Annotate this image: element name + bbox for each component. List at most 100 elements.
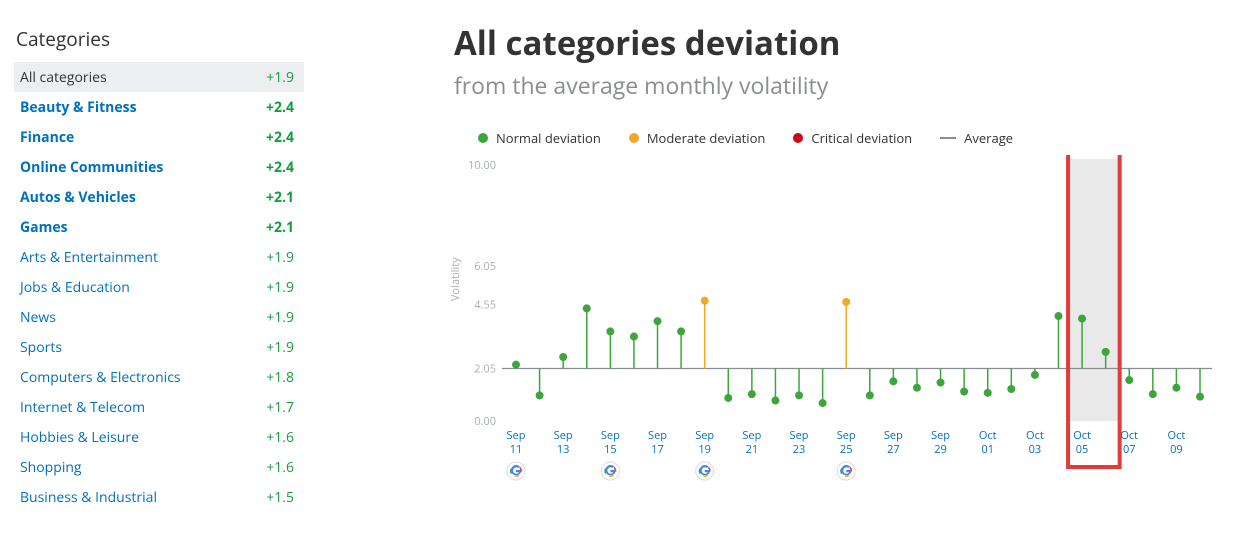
y-tick-label: 0.00 [474, 414, 496, 429]
data-point[interactable] [724, 394, 732, 402]
x-tick-month: Sep [601, 428, 620, 443]
x-tick-month: Sep [931, 428, 950, 443]
y-tick-label: 2.05 [474, 362, 496, 377]
data-point[interactable] [795, 391, 803, 399]
category-label: Online Communities [20, 158, 163, 177]
chart-legend: Normal deviation Moderate deviation Crit… [478, 129, 1250, 147]
data-point[interactable] [889, 377, 897, 385]
google-update-icon[interactable] [696, 462, 714, 480]
categories-header: Categories [14, 20, 304, 62]
category-label: Finance [20, 128, 74, 147]
category-label: Sports [20, 338, 62, 357]
x-tick-day: 19 [698, 442, 711, 457]
data-point[interactable] [606, 327, 614, 335]
data-point[interactable] [1172, 384, 1180, 392]
data-point[interactable] [842, 298, 850, 306]
category-row[interactable]: Hobbies & Leisure+1.6 [14, 422, 304, 452]
data-point[interactable] [1196, 393, 1204, 401]
data-point[interactable] [1031, 371, 1039, 379]
x-tick-day: 01 [981, 442, 994, 457]
category-value: +2.4 [266, 98, 294, 117]
data-point[interactable] [654, 317, 662, 325]
legend-normal-label: Normal deviation [496, 129, 601, 147]
data-point[interactable] [630, 333, 638, 341]
legend-critical[interactable]: Critical deviation [793, 129, 912, 147]
data-point[interactable] [1125, 376, 1133, 384]
category-row[interactable]: News+1.9 [14, 302, 304, 332]
legend-normal[interactable]: Normal deviation [478, 129, 601, 147]
data-point[interactable] [1149, 390, 1157, 398]
x-tick-day: 03 [1029, 442, 1042, 457]
category-row[interactable]: Internet & Telecom+1.7 [14, 392, 304, 422]
category-label: Shopping [20, 458, 82, 477]
data-point[interactable] [559, 353, 567, 361]
data-point[interactable] [1102, 348, 1110, 356]
data-point[interactable] [583, 304, 591, 312]
x-tick-month: Sep [648, 428, 667, 443]
x-tick-day: 23 [793, 442, 806, 457]
data-point[interactable] [701, 297, 709, 305]
data-point[interactable] [984, 389, 992, 397]
data-point[interactable] [819, 399, 827, 407]
data-point[interactable] [748, 390, 756, 398]
x-tick-month: Oct [1168, 428, 1186, 443]
legend-average[interactable]: Average [940, 129, 1013, 147]
x-tick-day: 17 [651, 442, 664, 457]
category-row[interactable]: Beauty & Fitness +2.4 [14, 92, 304, 122]
category-row[interactable]: Online Communities+2.4 [14, 152, 304, 182]
y-tick-label: 6.05 [474, 259, 496, 274]
data-point[interactable] [512, 361, 520, 369]
legend-moderate-dot [629, 133, 639, 143]
data-point[interactable] [960, 388, 968, 396]
category-value: +1.6 [266, 458, 294, 477]
category-label: Jobs & Education [20, 278, 130, 297]
category-row[interactable]: Games+2.1 [14, 212, 304, 242]
legend-critical-dot [793, 133, 803, 143]
category-row[interactable]: Jobs & Education+1.9 [14, 272, 304, 302]
category-row[interactable]: Finance+2.4 [14, 122, 304, 152]
legend-moderate[interactable]: Moderate deviation [629, 129, 766, 147]
legend-average-label: Average [964, 129, 1013, 147]
x-tick-day: 13 [557, 442, 570, 457]
x-tick-month: Sep [742, 428, 761, 443]
category-label: All categories [20, 68, 107, 87]
category-row[interactable]: All categories+1.9 [14, 62, 304, 92]
google-update-icon[interactable] [837, 462, 855, 480]
category-label: Computers & Electronics [20, 368, 181, 387]
x-tick-month: Oct [1026, 428, 1044, 443]
legend-moderate-label: Moderate deviation [647, 129, 766, 147]
x-tick-day: 15 [604, 442, 617, 457]
x-tick-month: Sep [884, 428, 903, 443]
x-tick-month: Oct [1120, 428, 1138, 443]
y-axis-label: Volatility [448, 257, 463, 301]
category-label: Beauty & Fitness [20, 98, 137, 117]
data-point[interactable] [866, 391, 874, 399]
y-tick-label: 4.55 [474, 298, 496, 313]
data-point[interactable] [771, 397, 779, 405]
google-update-icon[interactable] [507, 462, 525, 480]
x-tick-day: 21 [746, 442, 759, 457]
data-point[interactable] [913, 384, 921, 392]
category-row[interactable]: Shopping +1.6 [14, 452, 304, 482]
chart-area: Volatility 0.002.054.556.0510.00Sep11Sep… [454, 155, 1250, 490]
data-point[interactable] [1078, 315, 1086, 323]
category-row[interactable]: Autos & Vehicles+2.1 [14, 182, 304, 212]
google-update-icon[interactable] [601, 462, 619, 480]
category-value: +1.7 [266, 398, 294, 417]
category-row[interactable]: Arts & Entertainment+1.9 [14, 242, 304, 272]
category-value: +1.5 [266, 488, 294, 507]
highlight-band [1070, 159, 1118, 421]
data-point[interactable] [536, 391, 544, 399]
category-row[interactable]: Computers & Electronics+1.8 [14, 362, 304, 392]
categories-sidebar: Categories All categories+1.9Beauty & Fi… [14, 20, 304, 512]
data-point[interactable] [1007, 385, 1015, 393]
x-tick-day: 11 [510, 442, 523, 457]
data-point[interactable] [1054, 312, 1062, 320]
category-value: +2.1 [266, 218, 294, 237]
categories-list: All categories+1.9 Beauty & Fitness +2.4 Fi… [14, 62, 304, 512]
data-point[interactable] [937, 379, 945, 387]
data-point[interactable] [677, 327, 685, 335]
category-row[interactable]: Sports+1.9 [14, 332, 304, 362]
category-row[interactable]: Business & Industrial+1.5 [14, 482, 304, 512]
x-tick-day: 29 [934, 442, 947, 457]
